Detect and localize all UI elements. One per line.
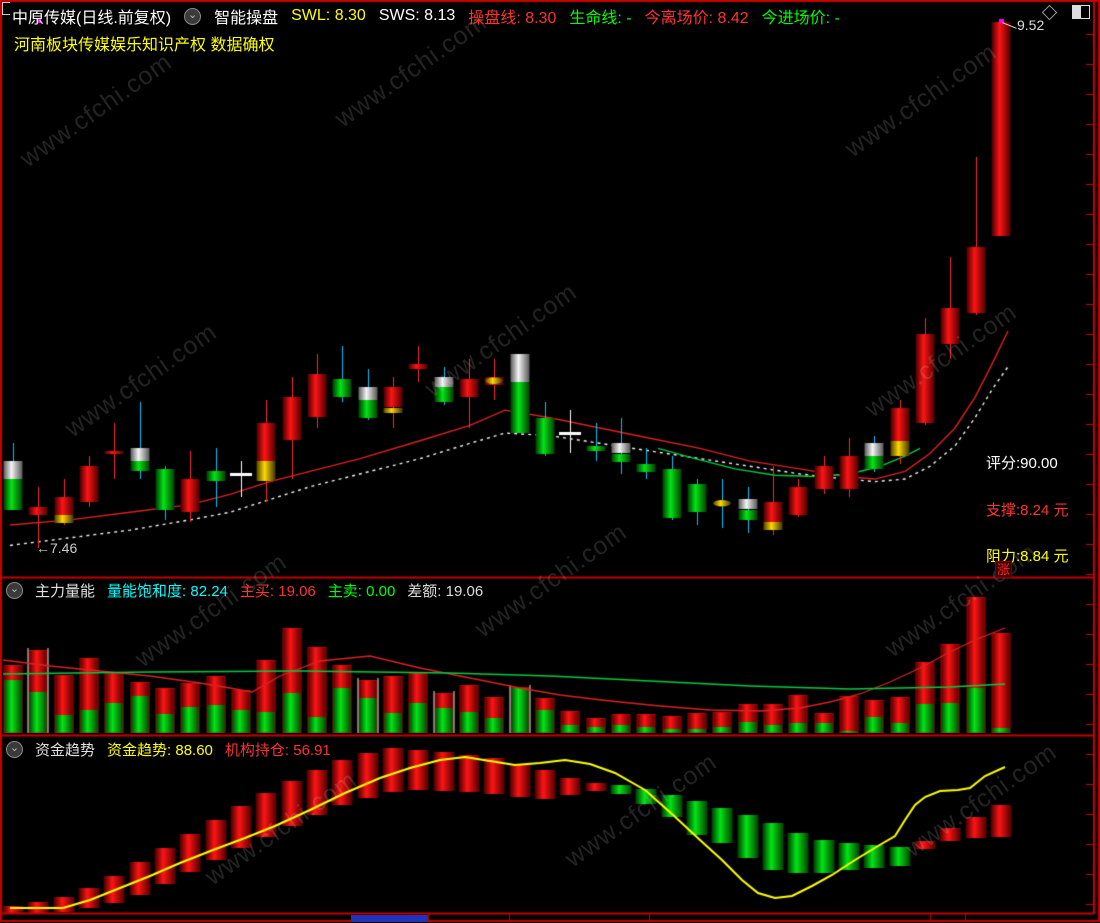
horizontal-scrollbar-thumb[interactable] <box>351 915 428 922</box>
stock-title: 中原传媒(日线.前复权) <box>12 10 172 27</box>
score-label: 评分:90.00 <box>986 455 1058 472</box>
layout-toggle-fill <box>1073 6 1081 18</box>
header-field-sws: SWS: 8.13 <box>378 7 456 24</box>
header-field-jinchangjia: 今进场价: - <box>761 10 840 27</box>
volume-collapse-icon[interactable]: ⌄ <box>6 582 23 599</box>
support-label: 支撑:8.24 元 <box>986 502 1069 519</box>
trend-field-holding: 机构持仓: 56.91 <box>224 742 331 759</box>
resistance-label: 阻力:8.84 元 <box>986 548 1069 565</box>
main-header: 中原传媒(日线.前复权) ⌄ 智能操盘 SWL: 8.30 SWS: 8.13 … <box>12 5 840 27</box>
header-field-caopanxian: 操盘线: 8.30 <box>468 10 557 27</box>
high-price-label: 9.52 <box>1017 17 1045 33</box>
corner-bracket-icon <box>2 2 10 15</box>
layout-toggle-icon[interactable] <box>1072 5 1090 19</box>
volume-panel-header: ⌄ 主力量能 量能饱和度: 82.24 主买: 19.06 主卖: 0.00 差… <box>6 580 483 601</box>
low-price-label: ←7.46 <box>36 540 78 556</box>
header-field-swl: SWL: 8.30 <box>291 7 366 24</box>
vol-field-saturation: 量能饱和度: 82.24 <box>107 583 228 600</box>
vol-field-diff: 差额: 19.06 <box>407 583 484 600</box>
mode-label: 智能操盘 <box>214 10 279 27</box>
collapse-circle-icon[interactable]: ⌄ <box>184 7 202 25</box>
header-field-lichangjia: 今离场价: 8.42 <box>644 10 749 27</box>
header-field-shengmingxian: 生命线: - <box>569 10 632 27</box>
vol-field-buy: 主买: 19.06 <box>239 583 316 600</box>
trend-collapse-icon[interactable]: ⌄ <box>6 741 23 758</box>
trend-field-trend: 资金趋势: 88.60 <box>107 742 213 759</box>
magenta-marker <box>37 19 41 23</box>
stock-tags: 河南板块传媒娱乐知识产权 数据确权 <box>14 37 275 54</box>
trend-panel-title: 资金趋势 <box>35 742 96 759</box>
rise-badge: 涨 <box>995 561 1013 578</box>
trend-panel-header: ⌄ 资金趋势 资金趋势: 88.60 机构持仓: 56.91 <box>6 739 331 760</box>
volume-panel-title: 主力量能 <box>35 583 96 600</box>
vol-field-sell: 主卖: 0.00 <box>327 583 396 600</box>
